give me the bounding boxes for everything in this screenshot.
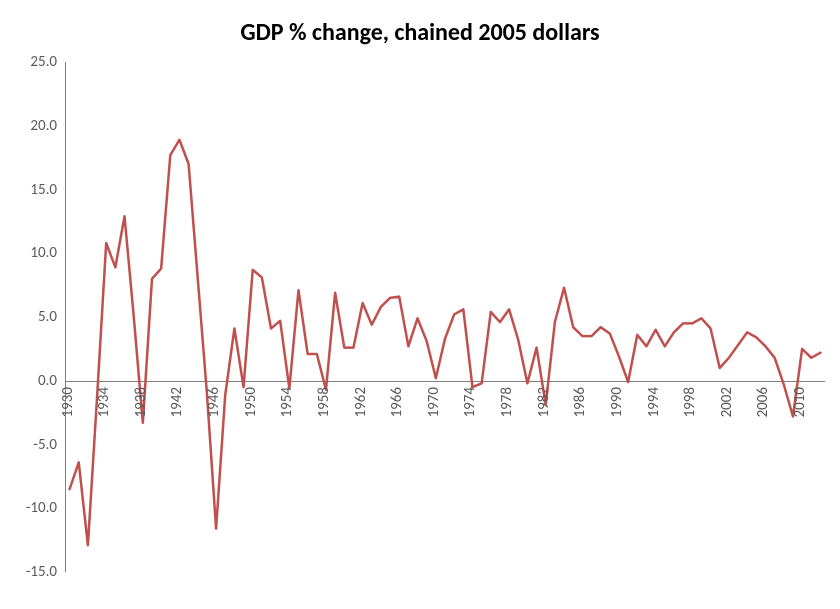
x-tick-label: 1946 (205, 387, 223, 417)
y-tick-label: 20.0 (0, 117, 57, 135)
x-tick-label: 1982 (535, 387, 553, 417)
x-tick-label: 1954 (279, 387, 297, 417)
y-tick-label: 5.0 (0, 308, 57, 326)
plot-area (65, 62, 825, 572)
y-tick-label: 15.0 (0, 181, 57, 199)
x-tick-label: 1974 (462, 387, 480, 417)
y-tick-label: 10.0 (0, 244, 57, 262)
y-tick-label: -15.0 (0, 563, 57, 581)
x-tick-label: 1950 (242, 387, 260, 417)
gdp-series-line (65, 62, 825, 572)
y-tick-label: 0.0 (0, 372, 57, 390)
x-tick-label: 1970 (425, 387, 443, 417)
x-tick-label: 1938 (132, 387, 150, 417)
x-tick-label: 1958 (315, 387, 333, 417)
chart-title: GDP % change, chained 2005 dollars (0, 18, 840, 47)
y-tick-label: 25.0 (0, 53, 57, 71)
x-tick-label: 1966 (388, 387, 406, 417)
x-tick-label: 1934 (95, 387, 113, 417)
x-tick-label: 1986 (572, 387, 590, 417)
x-tick-label: 1962 (352, 387, 370, 417)
x-tick-label: 1990 (608, 387, 626, 417)
gdp-line-chart: GDP % change, chained 2005 dollars -15.0… (0, 0, 840, 609)
x-tick-label: 2006 (755, 387, 773, 417)
x-tick-label: 2002 (718, 387, 736, 417)
x-tick-label: 1930 (59, 387, 77, 417)
y-tick-label: -5.0 (0, 436, 57, 454)
x-tick-label: 1978 (498, 387, 516, 417)
x-tick-label: 1998 (681, 387, 699, 417)
y-tick-label: -10.0 (0, 499, 57, 517)
x-tick-label: 1994 (645, 387, 663, 417)
x-tick-label: 2010 (791, 387, 809, 417)
x-tick-label: 1942 (169, 387, 187, 417)
